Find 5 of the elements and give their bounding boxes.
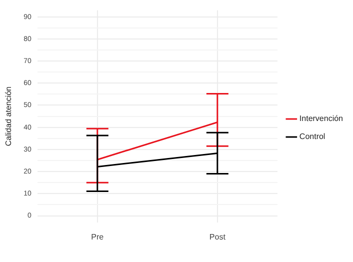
legend-label: Control [299, 132, 326, 142]
legend-label: Intervención [299, 114, 344, 124]
y-axis-title: Calidad atención [4, 86, 14, 146]
x-tick-label: Post [209, 232, 226, 242]
x-tick-label: Pre [91, 232, 104, 242]
